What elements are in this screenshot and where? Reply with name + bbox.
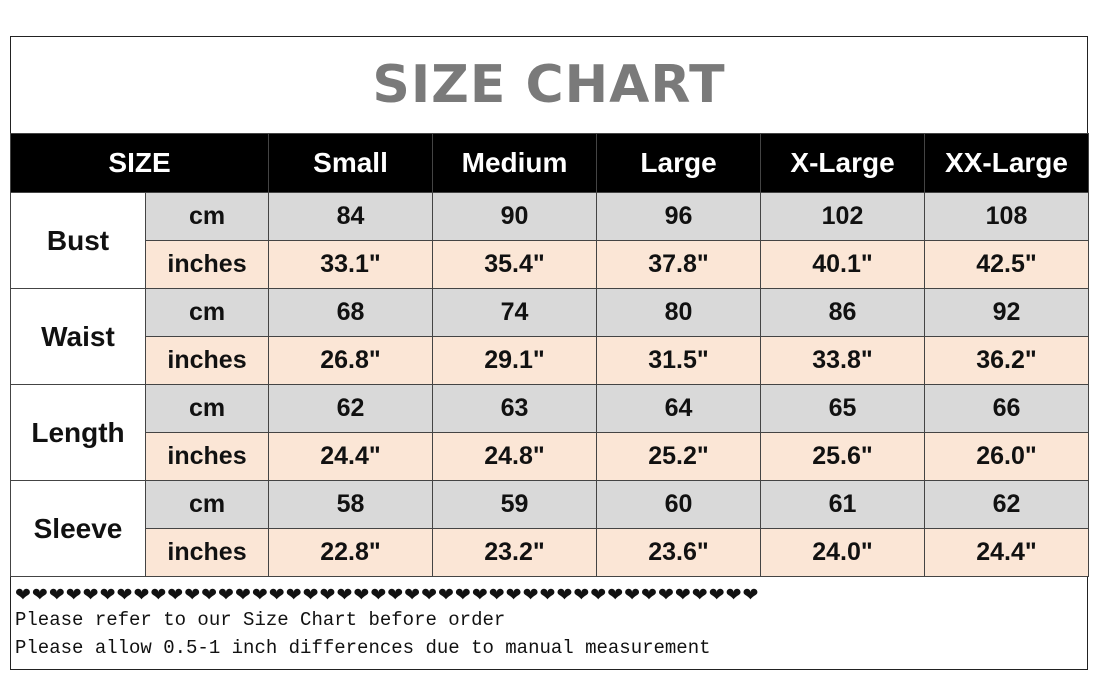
table-cell: 24.4" — [924, 528, 1090, 577]
header-row: SIZE Small Medium Large X-Large XX-Large — [9, 133, 1090, 193]
size-header-small: Small — [268, 133, 434, 193]
table-cell: 25.6" — [760, 432, 926, 481]
unit-label: cm — [144, 480, 270, 529]
table-cell: 92 — [924, 288, 1090, 337]
table-cell: 84 — [268, 192, 434, 241]
table-cell: 23.6" — [596, 528, 762, 577]
table-cell: 74 — [432, 288, 598, 337]
table-cell: 22.8" — [268, 528, 434, 577]
table-row: Bust cm 84 90 96 102 108 — [10, 192, 1090, 289]
table-row: inches 26.8" 29.1" 31.5" 33.8" 36.2" — [11, 336, 1090, 385]
table-cell: 36.2" — [924, 336, 1090, 385]
table-cell: 68 — [268, 288, 434, 337]
table-cell: 24.4" — [268, 432, 434, 481]
table-cell: 40.1" — [760, 240, 926, 289]
measurement-name-sleeve: Sleeve — [10, 480, 146, 577]
size-header-label: SIZE — [9, 133, 270, 193]
table-cell: 61 — [760, 480, 926, 529]
table-cell: 102 — [760, 192, 926, 241]
size-table: SIZE Small Medium Large X-Large XX-Large… — [9, 133, 1090, 577]
unit-label: inches — [144, 528, 270, 577]
table-row: Sleeve cm 58 59 60 61 62 — [10, 480, 1090, 577]
table-cell: 63 — [432, 384, 598, 433]
unit-label: cm — [144, 384, 270, 433]
size-header-medium: Medium — [432, 133, 598, 193]
table-cell: 62 — [924, 480, 1090, 529]
table-cell: 86 — [760, 288, 926, 337]
table-cell: 108 — [924, 192, 1090, 241]
table-cell: 29.1" — [432, 336, 598, 385]
table-row: inches 33.1" 35.4" 37.8" 40.1" 42.5" — [11, 240, 1090, 289]
table-cell: 26.8" — [268, 336, 434, 385]
table-cell: 24.8" — [432, 432, 598, 481]
table-row: Waist cm 68 74 80 86 92 — [10, 288, 1090, 385]
table-cell: 64 — [596, 384, 762, 433]
table-cell: 96 — [596, 192, 762, 241]
table-cell: 59 — [432, 480, 598, 529]
size-header-large: Large — [596, 133, 762, 193]
note-line-refer: Please refer to our Size Chart before or… — [15, 609, 506, 631]
notes-section: ❤❤❤❤❤❤❤❤❤❤❤❤❤❤❤❤❤❤❤❤❤❤❤❤❤❤❤❤❤❤❤❤❤❤❤❤❤❤❤❤… — [11, 578, 1087, 662]
table-row: Length cm 62 63 64 65 66 — [10, 384, 1090, 481]
size-header-x-large: X-Large — [760, 133, 926, 193]
page-title: SIZE CHART — [372, 55, 726, 115]
table-cell: 80 — [596, 288, 762, 337]
unit-label: cm — [144, 192, 270, 241]
table-cell: 90 — [432, 192, 598, 241]
table-cell: 24.0" — [760, 528, 926, 577]
unit-label: inches — [144, 336, 270, 385]
unit-label: inches — [144, 240, 270, 289]
table-row: inches 22.8" 23.2" 23.6" 24.0" 24.4" — [11, 528, 1090, 577]
table-cell: 62 — [268, 384, 434, 433]
table-cell: 58 — [268, 480, 434, 529]
table-cell: 37.8" — [596, 240, 762, 289]
size-chart-card: SIZE CHART SIZE Small Medium Large X-Lar… — [9, 36, 1090, 670]
measurement-name-waist: Waist — [10, 288, 146, 385]
unit-label: cm — [144, 288, 270, 337]
table-cell: 33.1" — [268, 240, 434, 289]
table-cell: 35.4" — [432, 240, 598, 289]
table-cell: 60 — [596, 480, 762, 529]
measurement-name-length: Length — [10, 384, 146, 481]
unit-label: inches — [144, 432, 270, 481]
table-cell: 66 — [924, 384, 1090, 433]
table-cell: 25.2" — [596, 432, 762, 481]
size-header-xx-large: XX-Large — [924, 133, 1090, 193]
table-row: inches 24.4" 24.8" 25.2" 25.6" 26.0" — [11, 432, 1090, 481]
measurement-name-bust: Bust — [10, 192, 146, 289]
table-cell: 23.2" — [432, 528, 598, 577]
table-cell: 33.8" — [760, 336, 926, 385]
table-cell: 42.5" — [924, 240, 1090, 289]
heart-divider-icon: ❤❤❤❤❤❤❤❤❤❤❤❤❤❤❤❤❤❤❤❤❤❤❤❤❤❤❤❤❤❤❤❤❤❤❤❤❤❤❤❤… — [15, 584, 760, 606]
note-line-allow: Please allow 0.5-1 inch differences due … — [15, 637, 711, 659]
table-cell: 31.5" — [596, 336, 762, 385]
table-cell: 65 — [760, 384, 926, 433]
table-cell: 26.0" — [924, 432, 1090, 481]
